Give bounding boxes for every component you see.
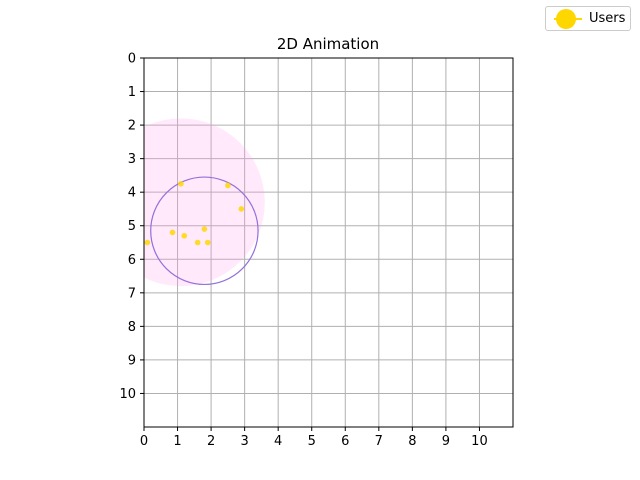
y-tick-label: 2 — [128, 119, 136, 134]
y-tick-label: 9 — [128, 353, 136, 368]
x-tick-label: 6 — [341, 434, 349, 449]
legend-marker-icon — [556, 9, 576, 29]
x-tick-label: 1 — [173, 434, 181, 449]
data-points — [144, 180, 245, 246]
x-tick-label: 10 — [471, 434, 488, 449]
chart-title: 2D Animation — [277, 35, 379, 53]
x-tick-label: 0 — [140, 434, 148, 449]
x-tick-label: 2 — [207, 434, 215, 449]
cluster-outline-circle — [150, 176, 259, 286]
user-point — [225, 182, 231, 189]
y-axis-ticks: 0 1 2 3 4 5 6 7 8 9 10 — [119, 52, 144, 402]
legend: Users — [545, 6, 631, 31]
x-tick-label: 4 — [274, 434, 282, 449]
y-tick-label: 7 — [128, 286, 136, 301]
y-tick-label: 6 — [128, 253, 136, 268]
user-point — [144, 239, 151, 246]
y-tick-label: 8 — [128, 320, 136, 335]
y-tick-label: 4 — [128, 186, 136, 201]
plot-shapes — [144, 118, 265, 287]
y-tick-label: 3 — [128, 152, 136, 167]
x-tick-label: 7 — [375, 434, 383, 449]
user-point — [204, 239, 211, 246]
y-tick-label: 5 — [128, 219, 136, 234]
y-tick-label: 1 — [128, 85, 136, 100]
x-tick-label: 8 — [408, 434, 416, 449]
x-tick-label: 9 — [442, 434, 450, 449]
user-point — [178, 180, 184, 187]
user-point — [238, 206, 245, 212]
x-axis-ticks: 0 1 2 3 4 5 6 7 8 9 10 — [140, 427, 488, 449]
user-point — [194, 239, 201, 246]
x-tick-label: 5 — [308, 434, 316, 449]
user-point — [181, 232, 188, 239]
y-tick-label: 10 — [119, 387, 136, 402]
user-point — [169, 229, 176, 236]
legend-label-users: Users — [589, 11, 626, 26]
x-tick-label: 3 — [240, 434, 248, 449]
coverage-area-circle — [144, 118, 265, 287]
user-point — [201, 226, 208, 232]
y-tick-label: 0 — [128, 52, 136, 67]
plot-frame — [143, 57, 514, 428]
